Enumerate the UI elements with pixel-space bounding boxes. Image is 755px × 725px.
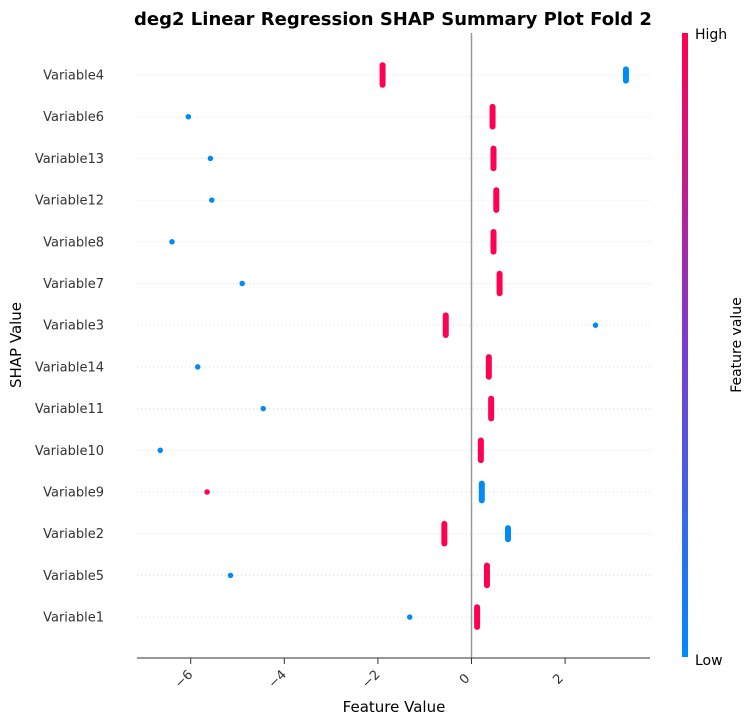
colorbar-low-label: Low bbox=[695, 653, 723, 669]
shap-point-low bbox=[157, 447, 164, 454]
shap-point-high bbox=[493, 187, 500, 213]
shap-point-low bbox=[207, 155, 214, 162]
feature-label: Variable10 bbox=[35, 444, 104, 459]
shap-point-high bbox=[477, 437, 484, 464]
feature-label: Variable7 bbox=[43, 277, 104, 292]
chart-title: deg2 Linear Regression SHAP Summary Plot… bbox=[134, 9, 652, 30]
x-tick-label: −2 bbox=[359, 667, 383, 691]
feature-label: Variable4 bbox=[43, 69, 104, 84]
colorbar-high-label: High bbox=[695, 27, 727, 43]
feature-labels: Variable4 Variable6 Variable13 Variable12 Va… bbox=[35, 69, 104, 626]
shap-point-low bbox=[227, 572, 234, 579]
shap-point-low bbox=[239, 280, 245, 287]
x-axis-ticks: −6 −4 −2 0 2 bbox=[172, 658, 567, 692]
x-tick-label: −4 bbox=[266, 667, 290, 691]
shap-point-low bbox=[592, 322, 599, 328]
feature-label: Variable13 bbox=[35, 152, 104, 167]
feature-label: Variable6 bbox=[43, 110, 104, 125]
shap-point-high bbox=[488, 395, 495, 422]
shap-point-high bbox=[441, 520, 448, 547]
shap-point-high bbox=[490, 145, 497, 172]
shap-point-high bbox=[485, 354, 492, 380]
scatter-points bbox=[157, 62, 629, 630]
shap-point-low bbox=[194, 364, 201, 370]
shap-point-low bbox=[260, 405, 266, 412]
shap-point-high bbox=[489, 103, 496, 130]
shap-point-low bbox=[185, 113, 192, 120]
x-tick-label: 0 bbox=[457, 671, 473, 687]
feature-label: Variable8 bbox=[43, 235, 104, 250]
feature-label: Variable5 bbox=[43, 569, 104, 584]
shap-point-high bbox=[474, 604, 481, 630]
shap-point-low bbox=[505, 525, 512, 543]
feature-label: Variable3 bbox=[43, 319, 104, 334]
colorbar-title: Feature value bbox=[729, 297, 745, 393]
y-axis-title: SHAP Value bbox=[7, 302, 25, 388]
x-tick-label: 2 bbox=[550, 671, 566, 687]
feature-label: Variable1 bbox=[43, 611, 104, 626]
x-tick-label: −6 bbox=[172, 667, 196, 691]
shap-point-high bbox=[204, 489, 210, 495]
row-guides bbox=[137, 74, 650, 618]
shap-point-low bbox=[478, 480, 485, 504]
x-axis-title: Feature Value bbox=[343, 698, 446, 716]
shap-point-high bbox=[442, 312, 449, 338]
shap-point-low bbox=[622, 66, 629, 84]
feature-label: Variable11 bbox=[35, 402, 104, 417]
shap-point-low bbox=[209, 197, 215, 203]
shap-point-low bbox=[169, 239, 175, 245]
feature-label: Variable12 bbox=[35, 194, 104, 209]
feature-label: Variable2 bbox=[43, 527, 104, 542]
shap-point-low bbox=[406, 614, 413, 620]
feature-label: Variable14 bbox=[35, 360, 104, 375]
shap-point-high bbox=[483, 562, 490, 589]
shap-point-high bbox=[496, 270, 503, 297]
feature-label: Variable9 bbox=[43, 486, 104, 501]
shap-point-high bbox=[379, 62, 386, 88]
shap-point-high bbox=[490, 229, 497, 255]
colorbar bbox=[682, 33, 688, 657]
